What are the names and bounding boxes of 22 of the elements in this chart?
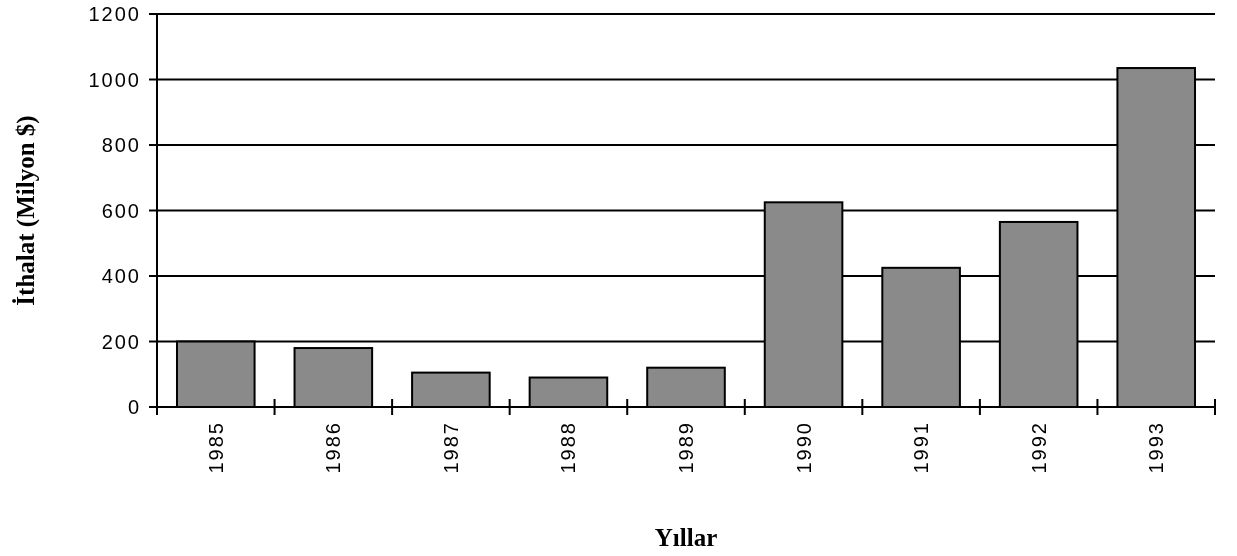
x-tick-label: 1992 [1027,421,1050,474]
bar [528,376,609,408]
x-tick-label: 1991 [910,421,933,474]
x-tick-label: 1990 [792,421,815,474]
y-tick-label: 800 [101,134,141,156]
y-axis-title: İthalat (Milyon $) [12,115,40,306]
bar [411,371,491,408]
y-tick-label: 1000 [88,68,141,91]
x-tick-label: 1989 [675,421,697,474]
y-tick-label: 0 [127,396,141,418]
x-axis-title: Yıllar [654,524,718,551]
x-tick-label: 1993 [1145,421,1168,474]
y-tick-label: 600 [101,199,141,222]
x-tick-label: 1985 [204,421,227,474]
x-tick-label: 1987 [439,421,462,474]
y-tick-label: 400 [101,265,141,287]
y-tick-label: 200 [101,330,141,353]
x-tick-label: 1988 [557,421,580,474]
y-tick-label: 1200 [88,3,141,25]
x-tick-label: 1986 [322,421,345,474]
bar [293,347,374,408]
bar [646,366,726,408]
